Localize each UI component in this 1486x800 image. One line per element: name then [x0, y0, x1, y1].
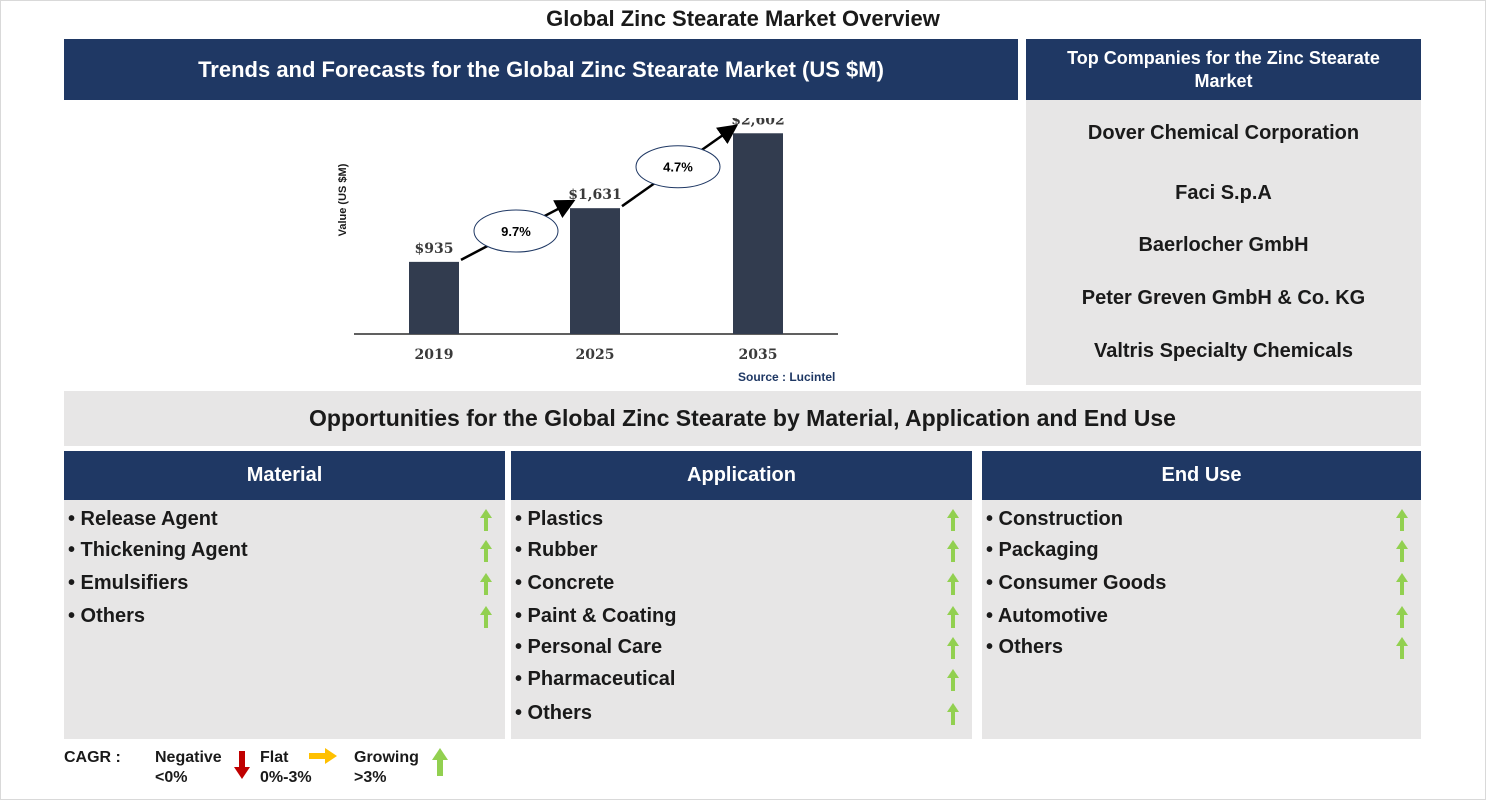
growth-up-arrow-icon [1396, 509, 1408, 531]
companies-title: Top Companies for the Zinc Stearate Mark… [1067, 47, 1380, 91]
cagr-label: 4.7% [663, 160, 693, 175]
right-arrow-icon [309, 748, 337, 764]
x-tick-label: 2019 [415, 347, 454, 363]
end-use-column-header: End Use [982, 451, 1421, 500]
growth-up-arrow-icon [1396, 606, 1408, 628]
bar-value-label: $935 [415, 241, 454, 257]
bar [570, 208, 620, 334]
material-column-header: Material [64, 451, 505, 500]
growth-up-arrow-icon [480, 540, 492, 562]
growth-up-arrow-icon [480, 606, 492, 628]
bar [409, 261, 459, 334]
legend-growing-range: >3% [354, 769, 387, 786]
legend-growing-name: Growing [354, 749, 419, 766]
legend-negative: Negative <0% [155, 748, 222, 788]
cagr-label: 9.7% [501, 224, 531, 239]
bar-value-label: $2,602 [731, 118, 785, 128]
growth-up-arrow-icon [480, 509, 492, 531]
opportunity-item: • Automotive [986, 605, 1108, 627]
opportunity-item: • Packaging [986, 539, 1099, 561]
opportunity-item: • Release Agent [68, 508, 218, 530]
growth-up-arrow-icon [947, 540, 959, 562]
opportunity-item: • Emulsifiers [68, 572, 189, 594]
company-item: Baerlocher GmbH [1138, 234, 1309, 256]
growth-up-arrow-icon [1396, 540, 1408, 562]
legend-label: CAGR : [64, 749, 121, 766]
application-column-header: Application [511, 451, 972, 500]
company-item: Peter Greven GmbH & Co. KG [1081, 287, 1366, 309]
x-tick-label: 2025 [576, 347, 615, 363]
opportunity-item: • Plastics [515, 508, 604, 530]
companies-panel: Dover Chemical Corporation Faci S.p.A Ba… [1026, 100, 1421, 385]
bar-value-label: $1,631 [568, 187, 622, 203]
opportunity-item: • Consumer Goods [986, 572, 1167, 594]
cagr-ellipse [635, 145, 721, 189]
company-item: Faci S.p.A [1175, 182, 1272, 204]
legend-flat-range: 0%-3% [260, 769, 312, 786]
companies-header: Top Companies for the Zinc Stearate Mark… [1026, 39, 1421, 100]
opportunity-item: • Others [986, 636, 1064, 658]
growth-up-arrow-icon [947, 573, 959, 595]
growth-up-arrow-icon [1396, 637, 1408, 659]
end-use-column-body: • Construction • Packaging • Consumer Good… [982, 500, 1421, 739]
application-column-body: • Plastics • Rubber • Concrete • Paint & Co… [511, 500, 972, 739]
market-bar-chart: Value (US $M) $935 2019 $1,631 2025 $2,602 203… [337, 118, 838, 363]
legend-flat: Flat 0%-3% [260, 748, 312, 788]
chart-source: Source : Lucintel [738, 370, 836, 384]
opportunity-item: • Others [515, 702, 593, 724]
trend-section-title: Trends and Forecasts for the Global Zinc… [198, 56, 884, 82]
opportunities-title: Opportunities for the Global Zinc Steara… [309, 405, 1176, 431]
page-title: Global Zinc Stearate Market Overview [546, 6, 940, 31]
opportunity-item: • Thickening Agent [68, 539, 248, 561]
cagr-ellipse [473, 209, 559, 253]
y-axis-label: Value (US $M) [337, 163, 349, 236]
growth-up-arrow-icon [947, 509, 959, 531]
growth-up-arrow-icon [947, 703, 959, 725]
opportunity-item: • Concrete [515, 572, 615, 594]
growth-up-arrow-icon [947, 606, 959, 628]
growth-up-arrow-icon [1396, 573, 1408, 595]
legend-growing: Growing >3% [354, 748, 419, 788]
growth-up-arrow-icon [480, 573, 492, 595]
material-column-title: Material [246, 464, 323, 486]
opportunity-item: • Personal Care [515, 636, 663, 658]
growth-up-arrow-icon [947, 637, 959, 659]
opportunity-item: • Paint & Coating [515, 605, 677, 627]
legend-negative-range: <0% [155, 769, 188, 786]
company-item: Dover Chemical Corporation [1087, 122, 1360, 144]
opportunity-item: • Rubber [515, 539, 598, 561]
x-tick-label: 2035 [739, 347, 778, 363]
company-item: Valtris Specialty Chemicals [1093, 340, 1354, 362]
trend-section-header: Trends and Forecasts for the Global Zinc… [64, 39, 1018, 100]
opportunity-item: • Pharmaceutical [515, 668, 676, 690]
opportunity-item: • Others [68, 605, 146, 627]
material-column-body: • Release Agent • Thickening Agent • Emuls… [64, 500, 505, 739]
end-use-column-title: End Use [1161, 464, 1242, 486]
opportunities-header: Opportunities for the Global Zinc Steara… [64, 391, 1421, 446]
opportunity-item: • Construction [986, 508, 1123, 530]
application-column-title: Application [687, 464, 796, 486]
legend-flat-name: Flat [260, 749, 289, 766]
bar [733, 133, 783, 334]
legend-negative-name: Negative [155, 749, 222, 766]
down-arrow-icon [234, 751, 250, 779]
up-arrow-icon [432, 748, 448, 776]
growth-up-arrow-icon [947, 669, 959, 691]
